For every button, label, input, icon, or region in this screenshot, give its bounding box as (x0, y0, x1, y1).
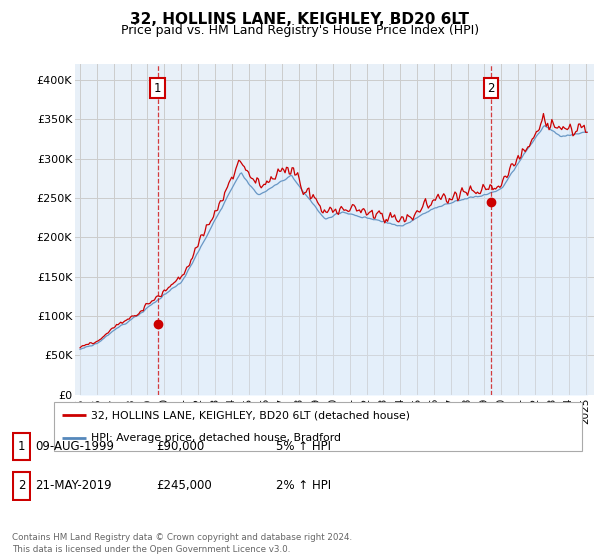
Text: This data is licensed under the Open Government Licence v3.0.: This data is licensed under the Open Gov… (12, 545, 290, 554)
FancyBboxPatch shape (13, 433, 30, 460)
FancyBboxPatch shape (54, 402, 582, 451)
Text: 32, HOLLINS LANE, KEIGHLEY, BD20 6LT (detached house): 32, HOLLINS LANE, KEIGHLEY, BD20 6LT (de… (91, 410, 410, 421)
Text: 21-MAY-2019: 21-MAY-2019 (35, 479, 112, 492)
Text: 2% ↑ HPI: 2% ↑ HPI (276, 479, 331, 492)
Text: 1: 1 (154, 82, 161, 95)
Text: 2: 2 (487, 82, 494, 95)
Text: 1: 1 (18, 440, 25, 453)
Text: Price paid vs. HM Land Registry's House Price Index (HPI): Price paid vs. HM Land Registry's House … (121, 24, 479, 37)
Text: £90,000: £90,000 (156, 440, 204, 453)
Text: HPI: Average price, detached house, Bradford: HPI: Average price, detached house, Brad… (91, 433, 341, 444)
Text: 32, HOLLINS LANE, KEIGHLEY, BD20 6LT: 32, HOLLINS LANE, KEIGHLEY, BD20 6LT (131, 12, 470, 27)
Text: 09-AUG-1999: 09-AUG-1999 (35, 440, 114, 453)
Text: 2: 2 (18, 479, 25, 492)
FancyBboxPatch shape (13, 472, 30, 500)
Text: 5% ↑ HPI: 5% ↑ HPI (276, 440, 331, 453)
Text: Contains HM Land Registry data © Crown copyright and database right 2024.: Contains HM Land Registry data © Crown c… (12, 533, 352, 542)
Text: £245,000: £245,000 (156, 479, 212, 492)
